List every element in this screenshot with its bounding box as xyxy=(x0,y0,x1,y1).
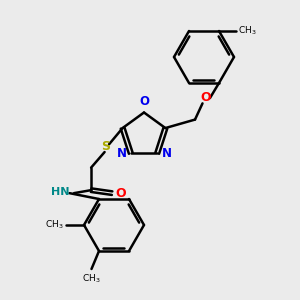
Text: CH$_3$: CH$_3$ xyxy=(45,219,64,231)
Text: O: O xyxy=(200,91,211,104)
Text: O: O xyxy=(115,187,126,200)
Text: HN: HN xyxy=(51,187,70,196)
Text: N: N xyxy=(161,147,171,160)
Text: N: N xyxy=(117,147,127,160)
Text: CH$_3$: CH$_3$ xyxy=(238,25,256,37)
Text: CH$_3$: CH$_3$ xyxy=(82,273,101,285)
Text: O: O xyxy=(139,95,149,108)
Text: S: S xyxy=(102,140,111,153)
